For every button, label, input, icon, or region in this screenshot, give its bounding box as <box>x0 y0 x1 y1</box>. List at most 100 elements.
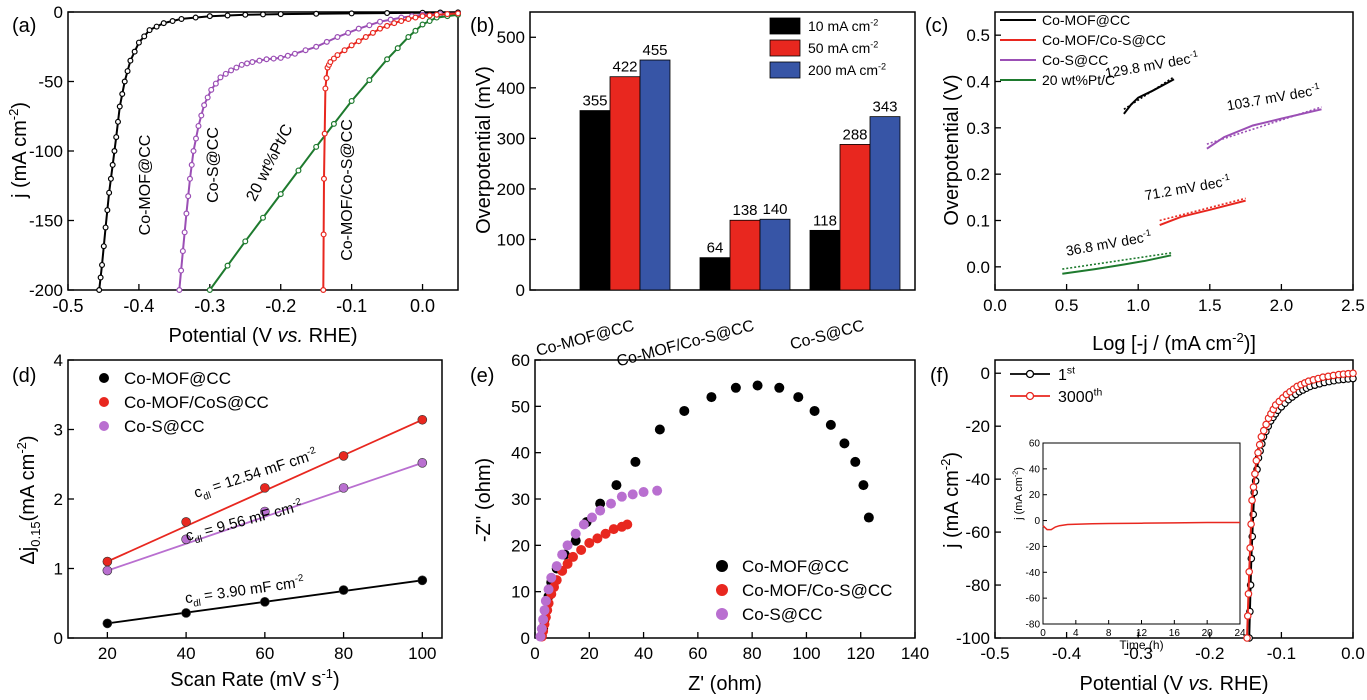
label-part: ​ <box>303 574 305 591</box>
x-tick-label: 0.0 <box>410 296 435 316</box>
panel-e: 0 20 40 60 80 100 120 140 0 10 20 30 40 50 60 Co-MOF@CC… <box>470 351 929 695</box>
y-tick-label: 0.3 <box>966 119 990 138</box>
series-point <box>539 605 550 616</box>
panel-label: (a) <box>12 15 36 37</box>
fit-line <box>1123 76 1175 110</box>
bar-value-label: 343 <box>872 99 897 116</box>
label-part: vs. <box>1188 673 1214 695</box>
label-part: 0.15 <box>28 521 43 546</box>
label-part: -2 <box>938 459 953 471</box>
series-point <box>578 519 589 530</box>
series-point <box>99 261 106 268</box>
series-point <box>1257 432 1266 441</box>
series-point <box>338 483 349 493</box>
series-point <box>858 480 869 491</box>
y-tick-label: 0 <box>54 3 63 22</box>
bar-value-label: 140 <box>762 201 787 218</box>
series-point <box>104 207 111 214</box>
series-point <box>551 561 562 572</box>
series-point <box>338 585 349 595</box>
label-part: Scan Rate (mV s <box>170 669 321 691</box>
series-point <box>616 491 627 502</box>
slope-label: 36.8 mV dec-1​ <box>1065 227 1153 258</box>
series-point <box>576 544 587 555</box>
label-part: )] <box>1244 333 1256 355</box>
series-point <box>109 161 116 168</box>
label-part: -1 <box>1142 227 1152 238</box>
x-tick-label: 20 <box>98 644 117 663</box>
label-part: ​ <box>314 446 319 462</box>
label-part: Δj <box>17 547 39 565</box>
series-point <box>102 618 113 629</box>
series-point <box>277 11 284 18</box>
x-tick-label: 2.0 <box>1270 296 1294 315</box>
label-part: dl <box>193 598 202 610</box>
bar-value-label: 355 <box>582 93 607 110</box>
bar <box>729 219 761 291</box>
annotation-co-mof: Co-MOF@CC <box>137 135 154 236</box>
y-tick-label: 20 <box>511 536 530 555</box>
category-label: Co-MOF/Co-S@CC <box>615 317 756 370</box>
series-point <box>204 94 211 101</box>
legend-label: Co-MOF/Co-S@CC <box>1042 32 1166 48</box>
label-part: 36.8 mV dec <box>1065 229 1145 258</box>
label-part: -1 <box>1221 172 1231 183</box>
inset-y-tick-label: 20 <box>1029 490 1041 501</box>
x-axis-title: Potential (V vs. RHE) <box>169 325 358 347</box>
series-point <box>595 505 606 516</box>
series-point <box>206 13 213 20</box>
series-point <box>1349 369 1357 378</box>
series-point <box>169 18 176 25</box>
series-point <box>178 267 185 274</box>
series-point <box>260 597 270 607</box>
series-point <box>377 18 384 25</box>
series-point <box>341 47 348 54</box>
series-point <box>260 483 270 493</box>
series-point <box>313 143 320 150</box>
x-tick-label: -0.5 <box>52 296 83 316</box>
label-part: ​ <box>206 481 211 497</box>
series-point <box>362 34 369 41</box>
series-point <box>426 12 433 19</box>
series-point <box>107 175 114 182</box>
x-tick-label: 40 <box>177 644 196 663</box>
series-point <box>242 11 249 18</box>
label-part: j (mA cm <box>1013 477 1025 521</box>
label-part: = 9.56 mF cm <box>198 500 295 541</box>
series-point <box>192 14 199 21</box>
inset-x-axis-title: Time (h) <box>1119 638 1163 652</box>
bar <box>609 76 641 291</box>
legend-label: 200 mA cm-2​ <box>808 61 886 78</box>
inset-y-tick-label: 0 <box>1034 516 1040 527</box>
label-part: -1 <box>321 666 333 681</box>
bar <box>699 257 731 291</box>
series-point <box>1249 483 1258 491</box>
x-tick-label: 100 <box>792 644 820 663</box>
inset-x-tick-label: 8 <box>1106 628 1112 639</box>
series-point <box>638 487 649 498</box>
series-point <box>1244 590 1253 598</box>
label-part: ​ <box>1319 81 1322 97</box>
series-point <box>1245 568 1253 576</box>
legend-label: 20 wt%Pt/C <box>1042 72 1115 88</box>
series-point <box>1248 496 1256 505</box>
series-point <box>1259 426 1268 435</box>
series-point <box>540 595 551 606</box>
series-point <box>706 392 717 403</box>
series-point <box>654 424 665 435</box>
y-tick-label: 0.0 <box>966 258 990 277</box>
series-point <box>222 70 229 77</box>
series-point <box>302 47 309 54</box>
label-part: ​ <box>300 497 304 513</box>
series-point <box>127 57 134 64</box>
series-point <box>863 512 874 523</box>
x-tick-label: 2.5 <box>1341 296 1365 315</box>
legend-marker <box>1025 391 1035 401</box>
series-point <box>260 506 270 517</box>
series-point <box>330 55 337 62</box>
legend-swatch <box>769 61 801 79</box>
y-tick-label: -100 <box>29 142 63 161</box>
label-part: 1 <box>1058 367 1067 384</box>
series-point <box>546 572 557 583</box>
plot-frame <box>994 11 1354 291</box>
